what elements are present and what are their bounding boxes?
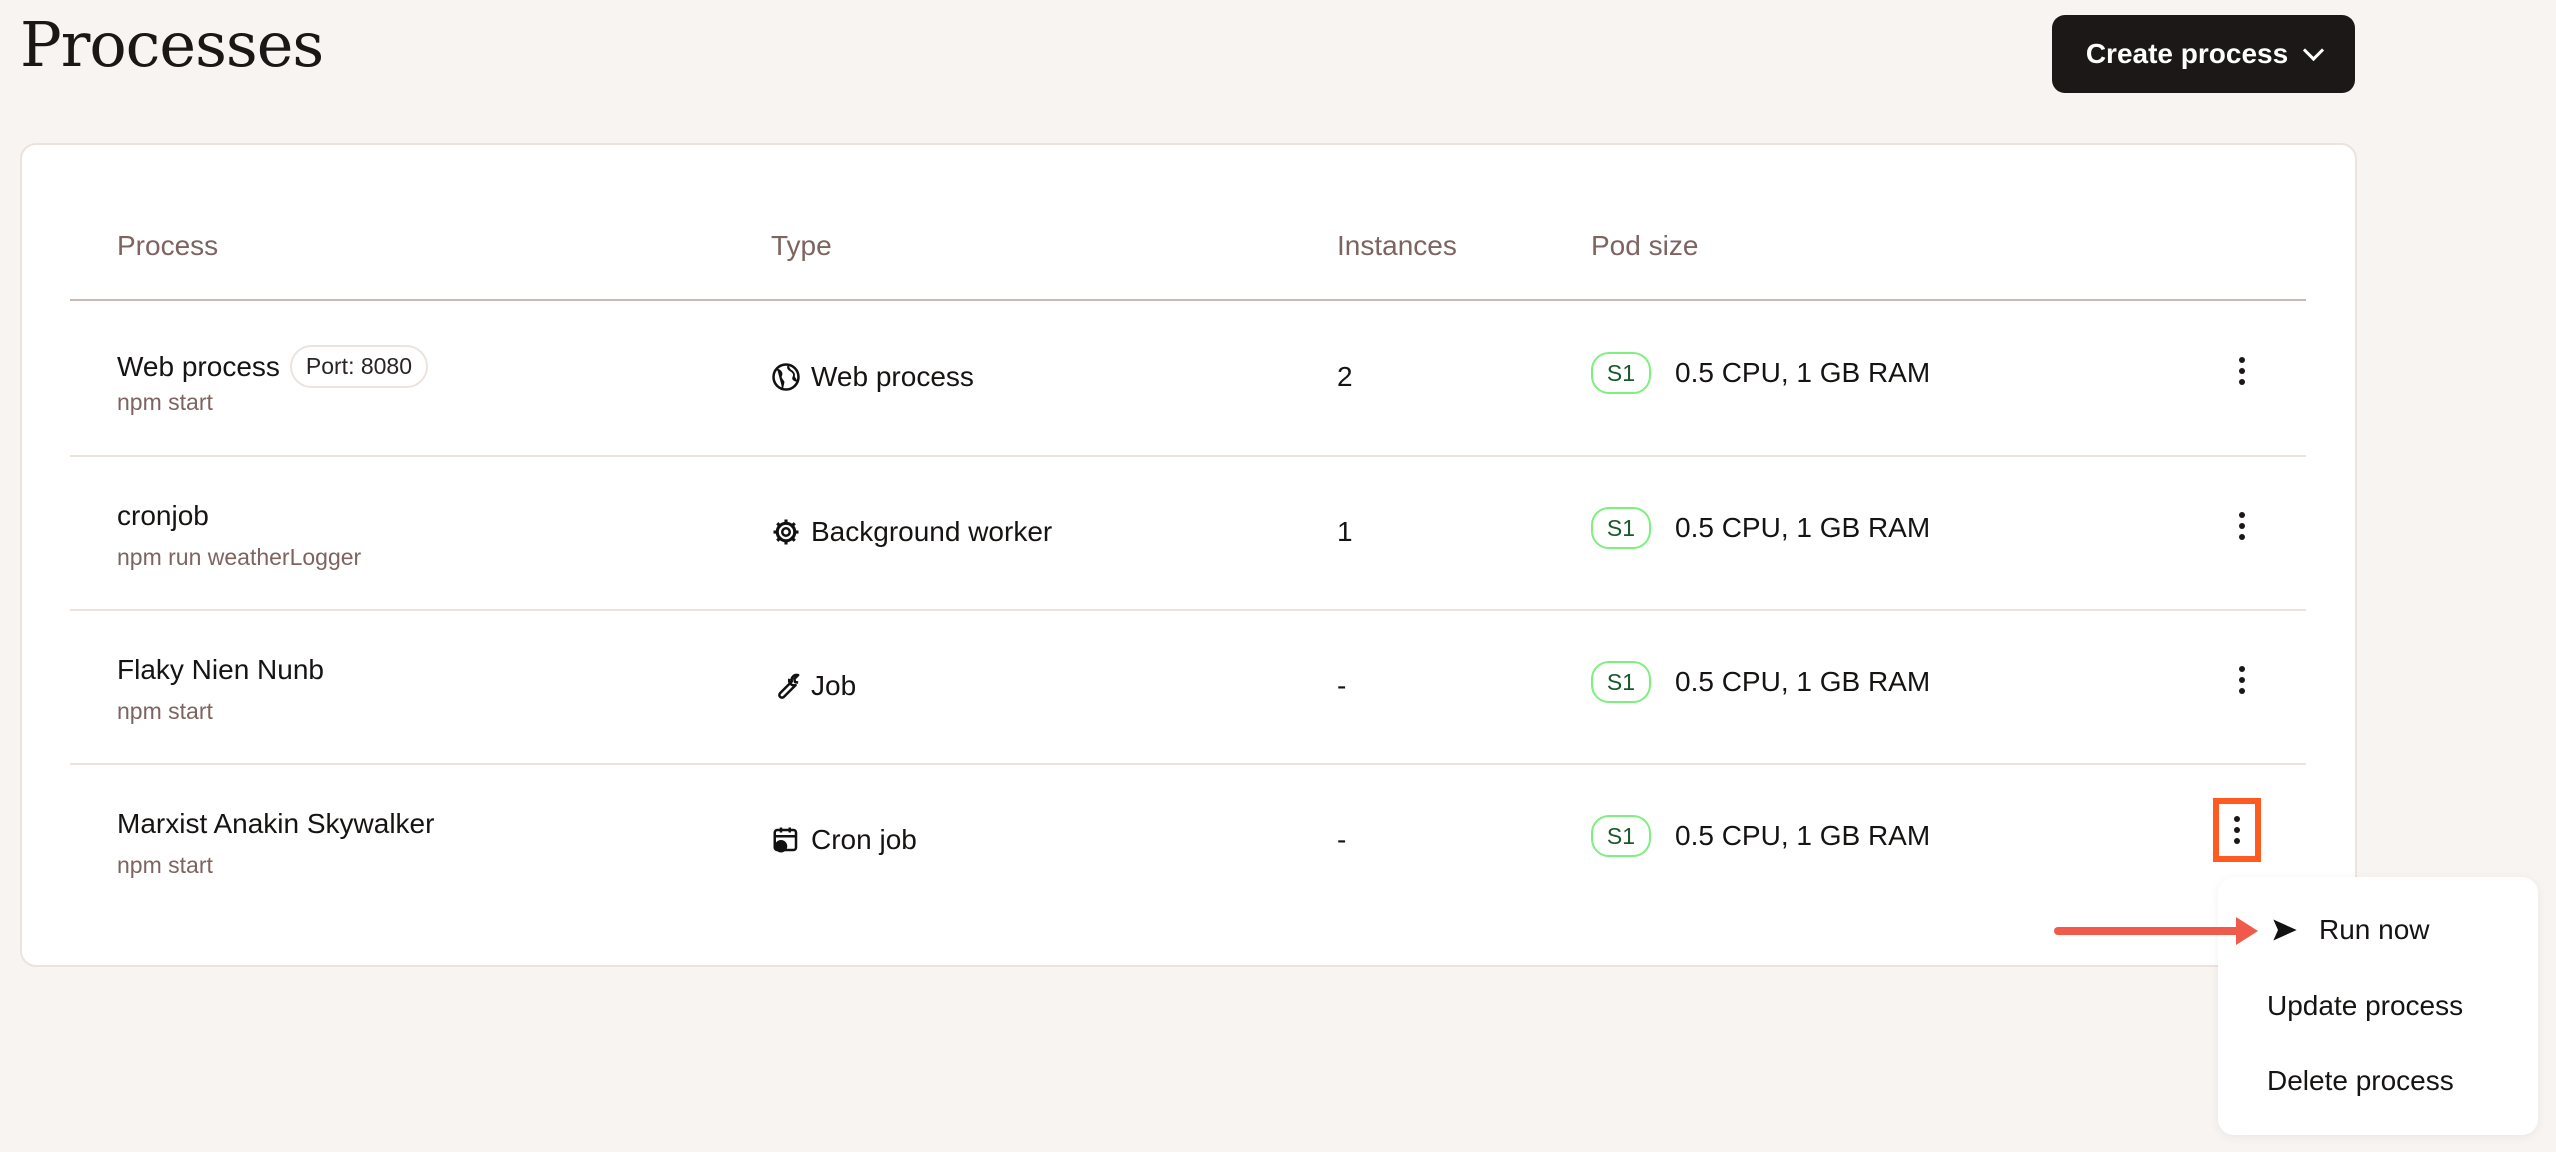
pod-size: 0.5 CPU, 1 GB RAM	[1675, 357, 1931, 388]
pod-size-badge: S1	[1591, 815, 1651, 857]
wrench-icon	[778, 673, 800, 699]
process-name: Flaky Nien Nunb	[117, 654, 324, 685]
globe-icon	[772, 363, 800, 391]
row-divider	[70, 763, 2306, 765]
annotation-arrowhead	[2236, 917, 2258, 945]
row-menu-button-active[interactable]	[2213, 798, 2261, 862]
instances: -	[1337, 824, 1347, 855]
instances: 1	[1337, 516, 1353, 547]
row-divider	[70, 609, 2306, 611]
pod-size-badge: S1	[1591, 507, 1651, 549]
table-row: Web process Port: 8080 npm start Web proc…	[0, 301, 2556, 456]
row-menu-button[interactable]	[2229, 658, 2255, 702]
menu-item-delete-process[interactable]: Delete process	[2267, 1065, 2454, 1097]
type-label: Web process	[811, 361, 974, 392]
port-badge: Port: 8080	[289, 345, 429, 388]
type-label: Background worker	[811, 516, 1053, 547]
row-action-menu: Run now Update process Delete process	[2218, 877, 2538, 1135]
process-command: npm start	[117, 698, 213, 724]
type-label: Cron job	[811, 824, 917, 855]
annotation-arrow	[2054, 927, 2244, 935]
header-type: Type	[771, 230, 832, 261]
pod-size: 0.5 CPU, 1 GB RAM	[1675, 666, 1931, 697]
pod-size: 0.5 CPU, 1 GB RAM	[1675, 820, 1931, 851]
chevron-down-icon	[2303, 39, 2325, 61]
menu-item-update-process[interactable]: Update process	[2267, 990, 2463, 1022]
create-process-button[interactable]: Create process	[2052, 15, 2355, 93]
process-command: npm run weatherLogger	[117, 544, 362, 570]
calendar-clock-icon	[773, 827, 798, 853]
gear-icon	[773, 519, 799, 545]
pod-size: 0.5 CPU, 1 GB RAM	[1675, 512, 1931, 543]
header-pod-size: Pod size	[1591, 230, 1699, 261]
header-divider	[70, 299, 2306, 301]
row-menu-button[interactable]	[2229, 504, 2255, 548]
menu-item-label: Update process	[2267, 990, 2464, 1021]
menu-item-run-now[interactable]: Run now	[2269, 914, 2430, 946]
process-command: npm start	[117, 389, 213, 415]
page-title: Processes	[20, 8, 324, 81]
pod-size-badge: S1	[1591, 352, 1651, 394]
pod-size-badge: S1	[1591, 661, 1651, 703]
row-divider	[70, 455, 2306, 457]
process-command: npm start	[117, 852, 213, 878]
header-process: Process	[117, 230, 219, 261]
table-row: Flaky Nien Nunb npm start Job - S1 0.5 CP…	[0, 610, 2556, 765]
table-row: Marxist Anakin Skywalker npm start Cron …	[0, 764, 2556, 919]
process-name: Marxist Anakin Skywalker	[117, 808, 435, 839]
menu-item-label: Delete process	[2267, 1065, 2454, 1096]
menu-item-label: Run now	[2319, 914, 2430, 945]
process-name: Web process	[117, 350, 280, 382]
instances: 2	[1337, 361, 1353, 392]
header-instances: Instances	[1337, 230, 1457, 261]
process-name: cronjob	[117, 500, 209, 531]
create-process-label: Create process	[2085, 38, 2289, 69]
table-row: cronjob npm run weatherLogger Background…	[0, 456, 2556, 611]
send-icon	[2273, 919, 2297, 941]
processes-card	[20, 143, 2357, 967]
row-menu-button[interactable]	[2229, 349, 2255, 393]
type-label: Job	[811, 670, 857, 701]
instances: -	[1337, 670, 1347, 701]
